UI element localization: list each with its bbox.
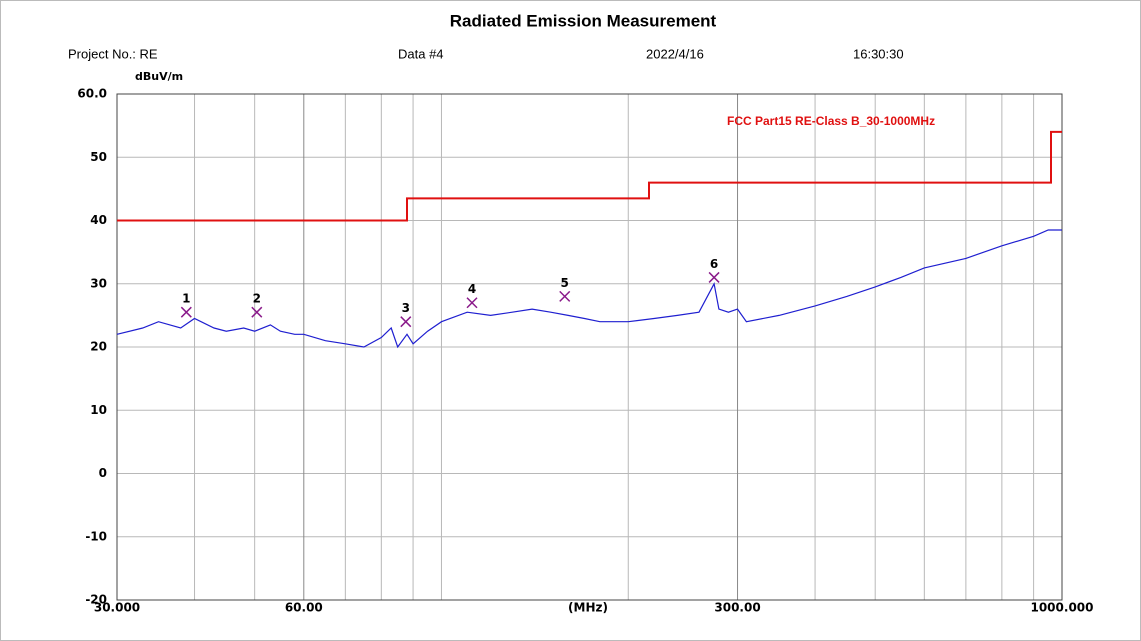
y-tick-label: 20	[90, 340, 107, 354]
x-tick-label: 300.00	[714, 601, 760, 615]
header-data: Data #4	[398, 46, 444, 61]
y-tick-label: 10	[90, 403, 107, 417]
chart-title: Radiated Emission Measurement	[450, 11, 717, 30]
header-date: 2022/4/16	[646, 46, 704, 61]
y-tick-label: 60.0	[77, 87, 107, 101]
marker-label: 1	[182, 292, 190, 306]
marker	[180, 306, 192, 318]
marker-label: 4	[468, 282, 476, 296]
plot-area	[116, 93, 1063, 601]
y-tick-label: -10	[85, 529, 107, 543]
marker-label: 5	[561, 276, 569, 290]
x-axis-label: (MHz)	[568, 601, 608, 615]
y-tick-label: 50	[90, 150, 107, 164]
marker	[251, 306, 263, 318]
y-tick-label: -20	[85, 593, 107, 607]
y-tick-label: 40	[90, 213, 107, 227]
marker-label: 2	[253, 292, 261, 306]
marker	[466, 297, 478, 309]
marker-label: 6	[710, 257, 718, 271]
legend-label: FCC Part15 RE-Class B_30-1000MHz	[727, 114, 935, 128]
header-time: 16:30:30	[853, 46, 904, 61]
header-project: Project No.: RE	[68, 46, 158, 61]
marker	[400, 316, 412, 328]
marker	[708, 271, 720, 283]
series-line	[116, 229, 1062, 349]
series-line	[117, 130, 1062, 222]
marker-label: 3	[402, 301, 410, 315]
y-tick-label: 0	[99, 466, 107, 480]
x-tick-label: 60.00	[285, 601, 323, 615]
x-tick-label: 1000.000	[1030, 601, 1093, 615]
marker	[559, 290, 571, 302]
y-axis-label: dBuV/m	[135, 70, 183, 83]
y-tick-label: 30	[90, 276, 107, 290]
x-tick-label: 30.000	[94, 601, 140, 615]
